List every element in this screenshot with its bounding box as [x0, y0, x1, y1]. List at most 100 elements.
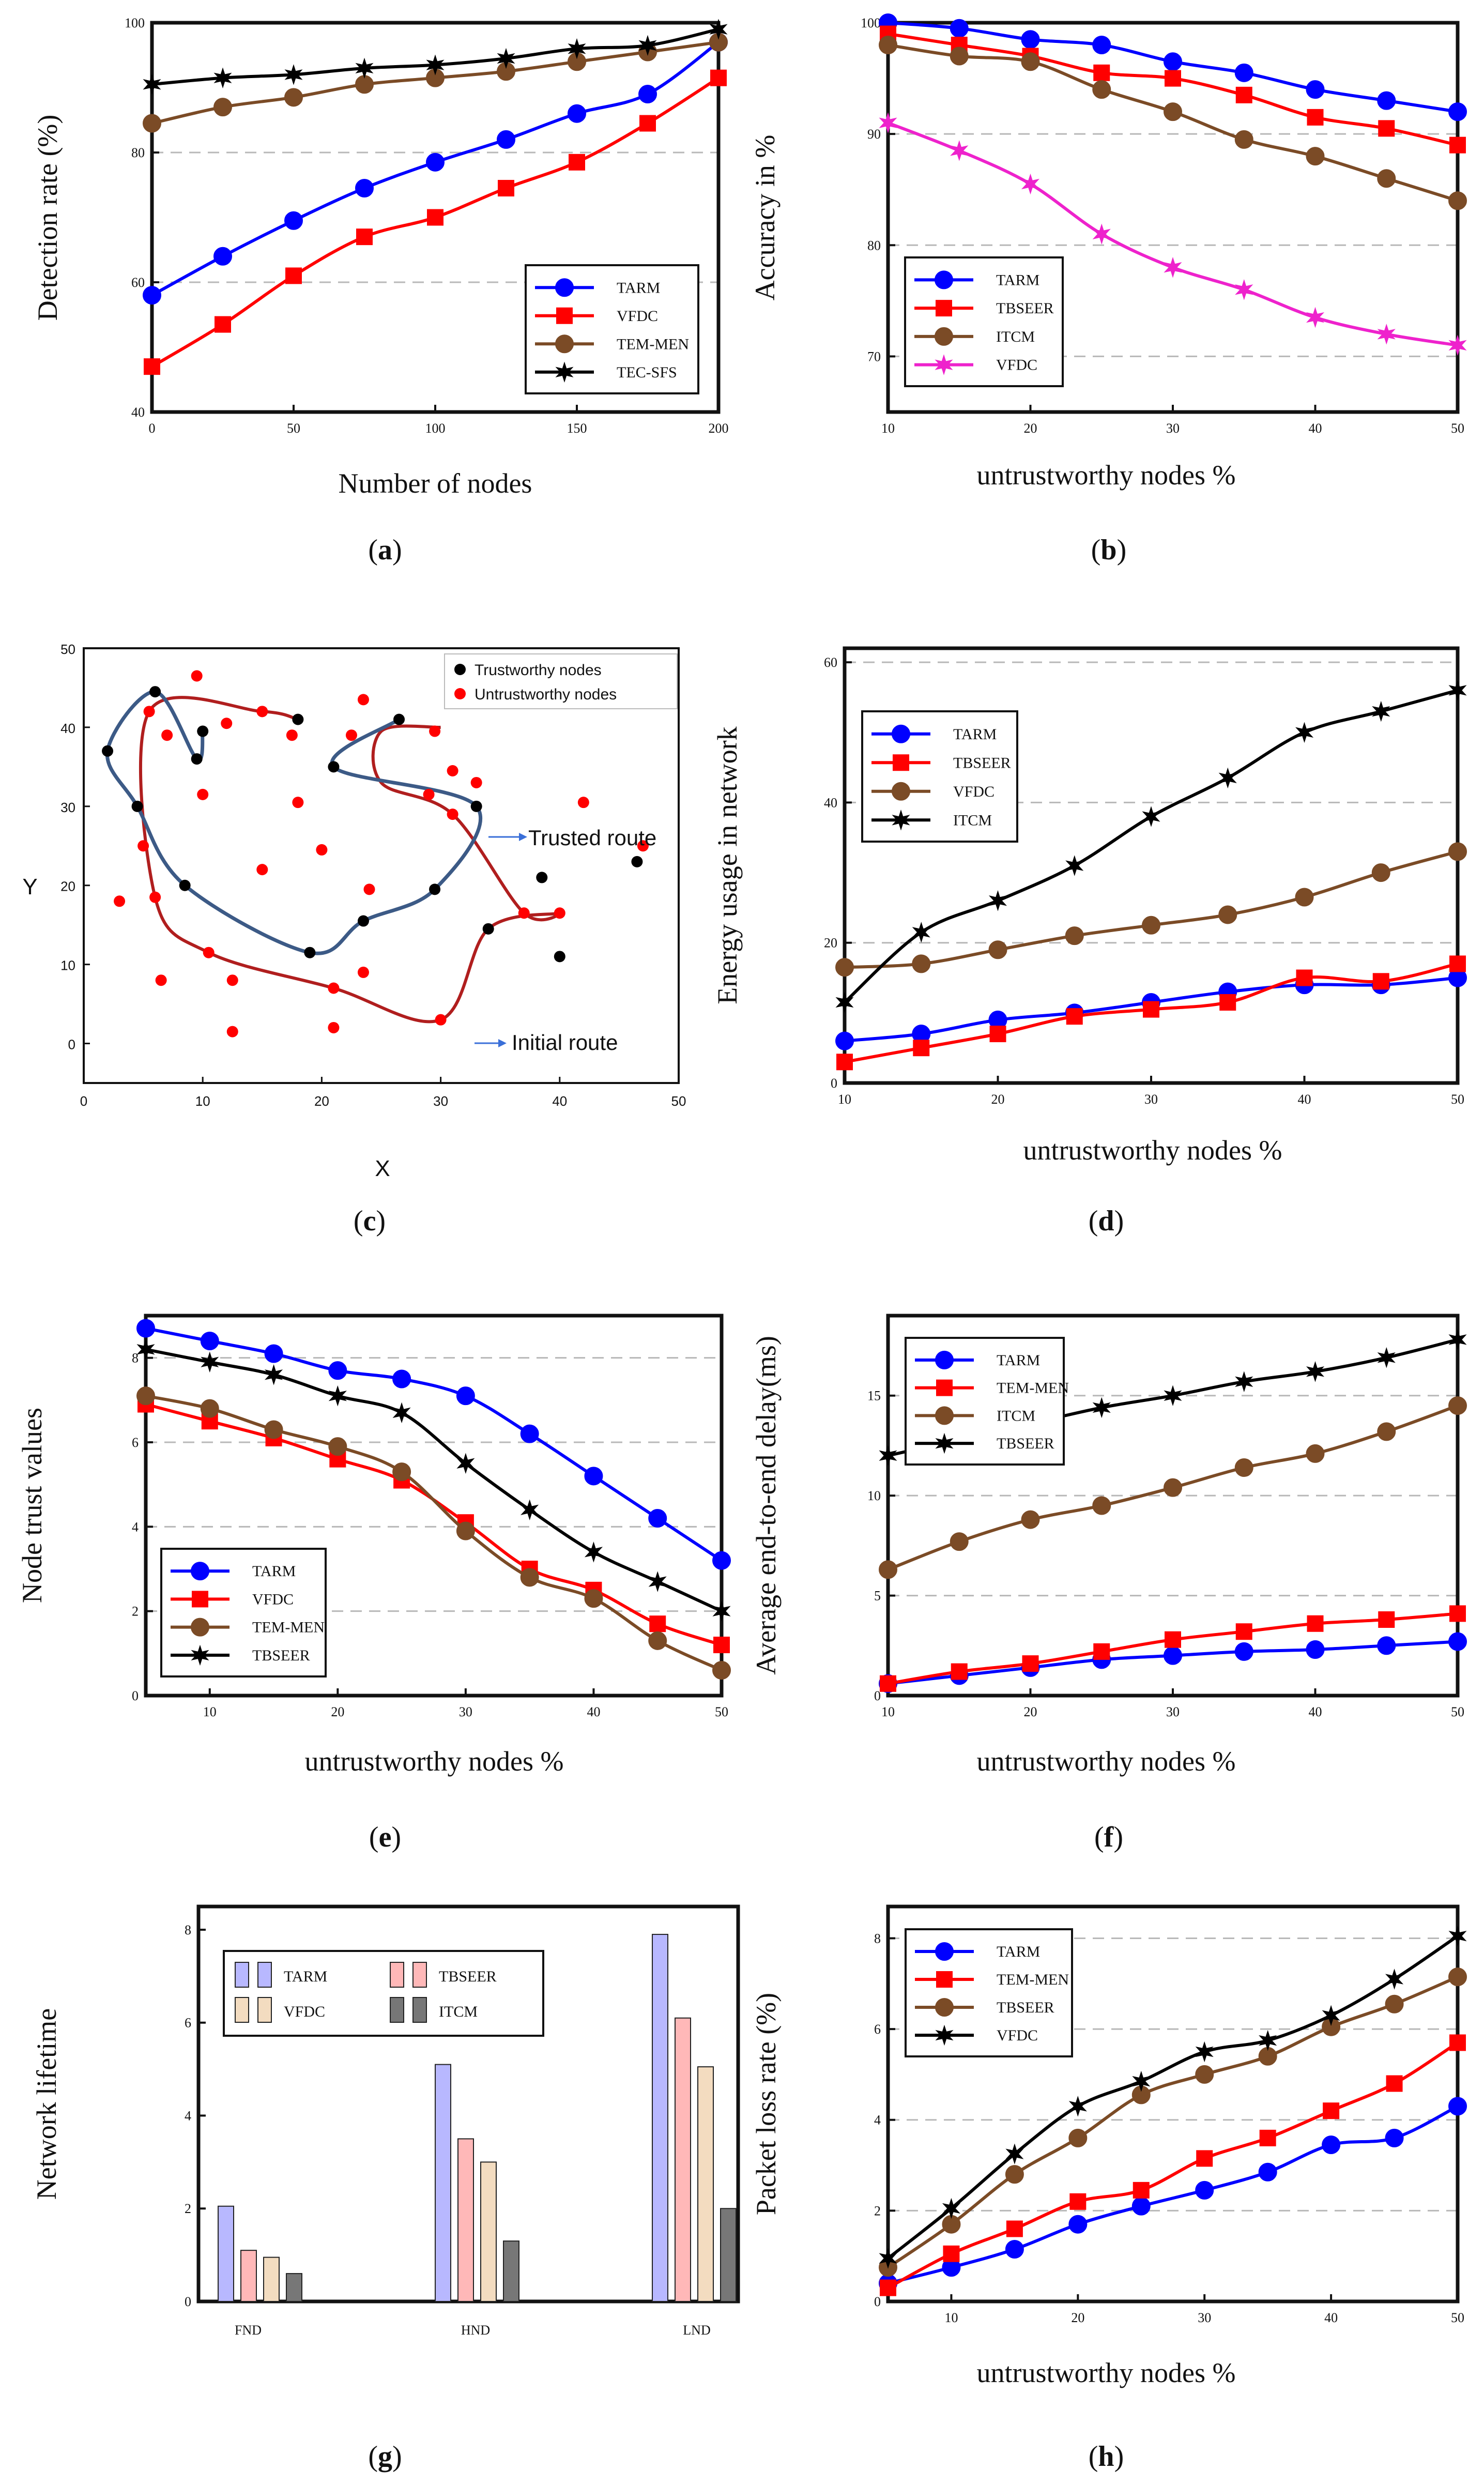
chart-f: 0 5 10 15 10 20 30 40 50 TARM TEM-MEN ITCM TBSEER unt… [751, 1314, 1467, 1853]
data-point [950, 47, 969, 66]
data-point [879, 112, 897, 133]
y-tick-label: 30 [60, 800, 75, 815]
trusted-node [554, 951, 565, 963]
data-point [1195, 2065, 1214, 2084]
legend-box [905, 1928, 1073, 2057]
data-point [1386, 2075, 1403, 2092]
legend-marker [936, 300, 952, 317]
series-line [887, 1934, 1459, 2260]
data-point [1377, 1422, 1396, 1441]
series-vfdc [144, 69, 727, 375]
data-point [1448, 842, 1467, 861]
x-tick-label: 50 [1451, 1092, 1464, 1107]
arrow-head [498, 1039, 507, 1047]
data-point [1131, 2197, 1151, 2216]
series-itcm [835, 680, 1467, 1013]
data-point [1164, 1646, 1182, 1665]
series-line [888, 32, 1458, 147]
data-point [215, 316, 231, 333]
trusted-node [292, 713, 304, 725]
data-point [988, 940, 1007, 959]
untrusted-node [447, 809, 458, 820]
data-point [1235, 279, 1253, 300]
untrusted-node [226, 1026, 238, 1038]
legend: TARM TBSEER VFDC ITCM [861, 710, 1018, 843]
legend-swatch [390, 1997, 404, 2023]
legend-marker [935, 270, 953, 289]
data-point [1306, 1361, 1325, 1382]
series-tarm [879, 2097, 1467, 2293]
data-point [1295, 722, 1314, 743]
x-tick-label: 40 [587, 1704, 600, 1719]
y-tick-label: 20 [60, 879, 75, 894]
data-point [912, 922, 930, 943]
legend-marker [892, 724, 910, 743]
data-point [1093, 1643, 1110, 1660]
x-axis-label: untrustworthy nodes % [977, 460, 1236, 491]
y-tick-label: 40 [824, 795, 837, 810]
legend-marker [191, 1562, 209, 1581]
x-category-label: LND [683, 2323, 710, 2338]
data-point [1307, 1615, 1324, 1632]
y-tick-label: 8 [185, 1923, 191, 1938]
plot-frame [83, 647, 680, 1084]
data-point [1448, 680, 1467, 701]
bar [675, 2017, 691, 2302]
y-tick-label: 20 [824, 936, 837, 951]
data-point [1235, 1623, 1252, 1640]
y-axis-label: Detection rate (%) [32, 115, 63, 321]
y-tick-label: 0 [874, 2294, 881, 2309]
data-point [712, 1551, 731, 1570]
untrusted-node [256, 864, 268, 876]
data-point [328, 1437, 347, 1456]
legend-marker [892, 782, 910, 801]
data-point [1164, 257, 1182, 278]
series-vfdc [879, 112, 1467, 356]
data-point [427, 209, 443, 226]
series-itcm [879, 1396, 1467, 1579]
legend-marker [935, 354, 953, 375]
data-point [1142, 806, 1160, 827]
data-point [1385, 2128, 1404, 2147]
trusted-node [149, 686, 161, 698]
untrusted-node [292, 797, 304, 809]
untrusted-node [286, 729, 298, 741]
y-tick-label: 100 [125, 16, 145, 30]
series-line [145, 1394, 723, 1672]
untrusted-node [363, 883, 375, 895]
data-point [497, 130, 515, 149]
data-point [951, 1663, 968, 1680]
data-point [201, 1351, 219, 1373]
data-point [1234, 1642, 1253, 1661]
bar [457, 2138, 474, 2302]
data-point [1448, 1329, 1467, 1350]
bar [480, 2161, 497, 2302]
data-point [1164, 102, 1182, 121]
x-axis-label: Number of nodes [339, 468, 532, 499]
bar [503, 2240, 519, 2302]
x-tick-label: 10 [838, 1092, 851, 1107]
untrusted-node [328, 1021, 340, 1033]
y-tick-label: 0 [68, 1037, 75, 1053]
y-axis-label: Y [22, 874, 37, 899]
trusted-node [482, 923, 494, 935]
series-tem-men [136, 1386, 731, 1680]
data-point [1143, 1001, 1159, 1018]
legend-marker [935, 1350, 954, 1369]
x-tick-label: 30 [1166, 421, 1180, 436]
data-point [426, 152, 445, 172]
data-point [200, 1399, 219, 1418]
data-point [835, 992, 854, 1013]
data-point [1022, 1655, 1039, 1672]
legend-marker [935, 1432, 954, 1454]
data-point [1448, 1632, 1467, 1651]
data-point [1195, 2041, 1214, 2063]
series-line [844, 850, 1458, 969]
data-point [1133, 2182, 1150, 2199]
data-point [1196, 2150, 1213, 2167]
data-point [1448, 1925, 1467, 1947]
legend-swatch [257, 1962, 272, 1988]
data-point [1005, 2143, 1024, 2164]
chart-c: 0 10 20 30 40 50 0 10 20 30 40 50 X Y Trusted route Ini… [22, 642, 686, 1237]
x-axis-label: X [375, 1156, 390, 1181]
